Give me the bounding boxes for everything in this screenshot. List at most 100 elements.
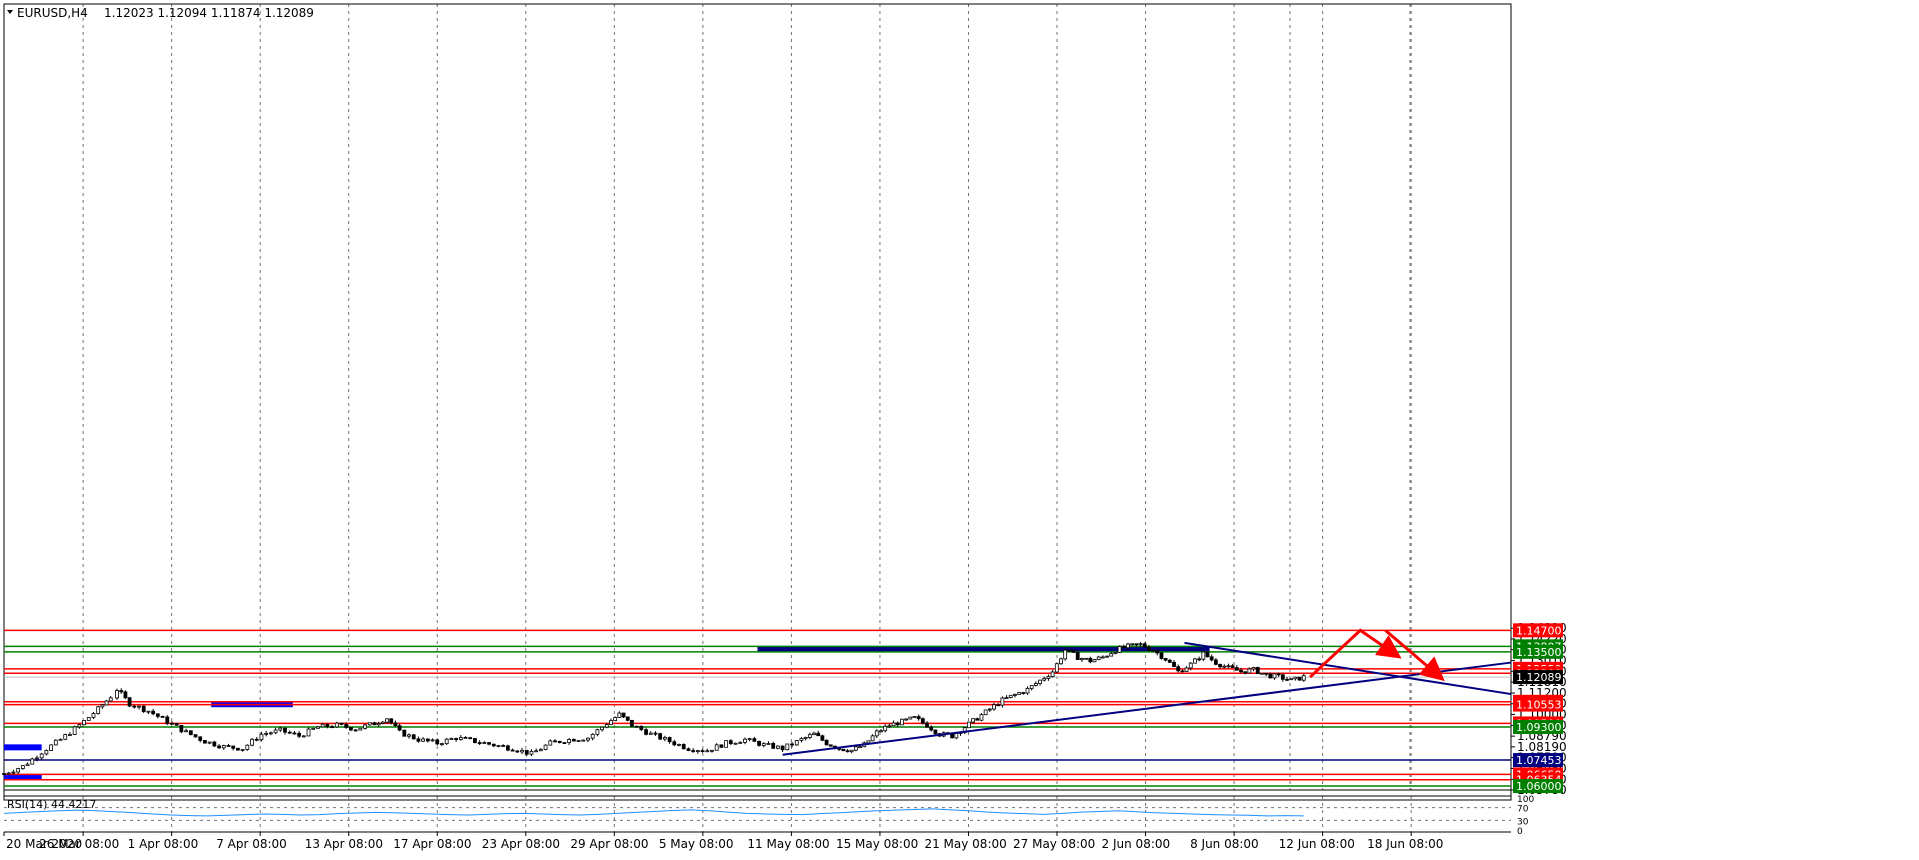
candle-body (1096, 656, 1101, 661)
candle-body (1067, 649, 1072, 652)
candle-body (613, 717, 618, 722)
x-tick-label: 7 Apr 08:00 (216, 837, 287, 851)
candle-body (691, 750, 696, 752)
candle-body (86, 716, 91, 721)
candle-body (273, 729, 278, 734)
candle-body (39, 753, 44, 759)
candle-body (1042, 678, 1047, 681)
candle-body (625, 716, 630, 721)
candle-body (16, 768, 21, 773)
candle-body (604, 724, 609, 728)
y-tick-label: 1.08190 (1517, 740, 1567, 754)
price-zone (4, 744, 42, 751)
candle-body (520, 749, 524, 753)
x-tick-label: 1 Apr 08:00 (128, 837, 199, 851)
candle-body (454, 738, 459, 740)
candle-body (681, 744, 686, 750)
candle-body (254, 738, 259, 741)
candle-body (562, 742, 567, 744)
level-label-box (1513, 623, 1563, 638)
candle-body (576, 740, 581, 742)
candle-body (1138, 643, 1143, 646)
candle-body (799, 738, 804, 741)
candle-body (1142, 643, 1147, 648)
candle-body (929, 726, 934, 731)
candle-body (115, 690, 119, 699)
candle-body (686, 748, 691, 751)
candle-body (435, 739, 440, 745)
candle-body (1193, 658, 1197, 664)
candle-body (816, 732, 821, 737)
candle-body (334, 722, 339, 728)
candle-body (747, 738, 752, 741)
candle-body (91, 713, 96, 718)
projection-arrow (1384, 629, 1445, 682)
candle-body (49, 744, 53, 751)
candle-body (644, 729, 648, 735)
candle-body (824, 739, 829, 746)
candle-body (376, 723, 381, 726)
candle-body (870, 735, 875, 742)
x-tick-label: 27 May 08:00 (1013, 837, 1095, 851)
candle-body (1230, 665, 1235, 668)
candle-body (895, 722, 900, 726)
chart-symbol: EURUSD,H4 (17, 6, 88, 20)
level-label: 1.09300 (1516, 721, 1562, 734)
x-tick-label: 12 Jun 08:00 (1279, 837, 1355, 851)
candle-body (752, 738, 757, 742)
candle-body (1176, 666, 1181, 672)
candle-body (430, 739, 435, 742)
candle-body (170, 722, 174, 725)
candle-body (933, 729, 938, 735)
candle-body (127, 697, 132, 707)
candle-body (695, 750, 700, 753)
candle-body (529, 750, 534, 755)
candle-body (1180, 670, 1185, 673)
candle-body (1000, 697, 1005, 706)
candle-body (912, 716, 917, 718)
candle-body (534, 750, 539, 753)
trendlines (782, 641, 1512, 756)
candle-body (146, 710, 151, 713)
candle-body (1109, 653, 1114, 657)
candle-body (325, 723, 330, 728)
candle-body (402, 729, 407, 737)
candle-body (1130, 643, 1135, 646)
candle-body (316, 726, 320, 729)
candle-body (1080, 658, 1084, 661)
dropdown-triangle-icon[interactable] (7, 10, 13, 14)
candle-body (1218, 663, 1222, 668)
candle-body (617, 712, 622, 718)
candle-body (634, 725, 639, 728)
candle-body (1234, 667, 1239, 671)
candle-body (543, 744, 548, 750)
candle-body (1013, 693, 1017, 696)
candle-body (393, 722, 398, 727)
candle-body (77, 724, 82, 728)
candle-body (1172, 661, 1176, 668)
candle-body (407, 734, 411, 737)
candle-body (397, 725, 402, 731)
candle-body (700, 750, 705, 753)
x-tick-label: 2 Jun 08:00 (1102, 837, 1171, 851)
candle-body (151, 710, 156, 715)
candle-body (794, 740, 799, 746)
candle-body (421, 738, 426, 742)
candle-body (496, 745, 501, 747)
candle-body (595, 729, 600, 735)
candle-body (807, 734, 812, 738)
price-zone (4, 774, 42, 781)
main-panel-border (3, 3, 1512, 801)
candle-body (662, 737, 667, 740)
candle-body (1188, 662, 1193, 669)
candle-body (1121, 646, 1126, 649)
projections (1309, 628, 1445, 682)
candle-body (372, 722, 377, 726)
candle-body (444, 738, 449, 745)
candle-body (1247, 668, 1252, 674)
candle-body (771, 743, 776, 749)
trendline (1184, 641, 1512, 696)
candle-body (1167, 659, 1172, 663)
rsi-level-label: 100 (1517, 795, 1534, 805)
candle-body (25, 763, 30, 766)
